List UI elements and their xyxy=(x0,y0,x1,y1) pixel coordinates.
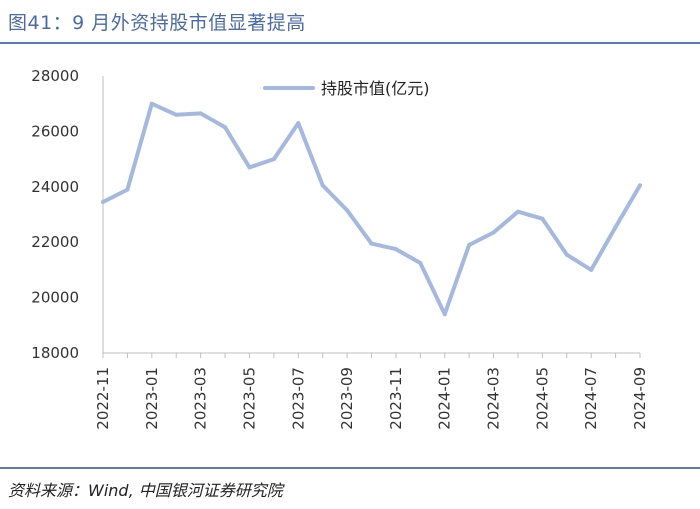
x-tick-label: 2023-01 xyxy=(143,367,161,430)
series-line xyxy=(101,101,642,317)
y-tick-label: 28000 xyxy=(31,67,79,85)
data-point xyxy=(198,111,203,116)
y-tick-label: 22000 xyxy=(31,233,79,251)
legend: 持股市值(亿元) xyxy=(263,79,430,98)
source-divider xyxy=(0,467,700,469)
data-point xyxy=(101,200,105,205)
x-tick-label: 2023-03 xyxy=(192,367,210,430)
data-point xyxy=(540,216,545,221)
y-tick-label: 24000 xyxy=(31,178,79,196)
y-tick-label: 26000 xyxy=(31,122,79,140)
data-point xyxy=(467,242,472,247)
data-point xyxy=(149,101,154,106)
y-axis: 18000 20000 22000 24000 26000 28000 xyxy=(31,67,104,362)
x-tick-label: 2024-07 xyxy=(582,367,600,430)
data-point xyxy=(320,183,325,188)
data-point xyxy=(345,208,350,213)
series-layer xyxy=(101,101,642,317)
data-point xyxy=(418,260,423,265)
data-point xyxy=(223,125,228,130)
x-axis: 2022-11 2023-01 2023-03 2023-05 2023-07 2023-… xyxy=(94,352,649,430)
x-tick-label: 2023-11 xyxy=(387,367,405,430)
title-divider xyxy=(0,42,700,44)
y-tick-label: 20000 xyxy=(31,289,79,307)
x-tick-label: 2024-03 xyxy=(485,367,503,430)
figure-title: 图41：9 月外资持股市值显著提高 xyxy=(8,12,306,34)
data-point xyxy=(564,252,569,257)
data-point xyxy=(393,247,398,252)
legend-label: 持股市值(亿元) xyxy=(321,79,430,98)
source-note: 资料来源：Wind, 中国银河证券研究院 xyxy=(8,481,283,500)
data-point xyxy=(442,312,447,317)
x-tick-label: 2022-11 xyxy=(94,367,112,430)
x-tick-label: 2023-09 xyxy=(338,367,356,430)
data-point xyxy=(125,187,130,192)
data-point xyxy=(271,157,276,162)
x-tick-label: 2023-07 xyxy=(289,367,307,430)
data-point xyxy=(515,209,520,214)
data-point xyxy=(296,121,301,126)
data-point xyxy=(174,112,179,117)
data-point xyxy=(247,165,252,170)
x-tick-label: 2024-05 xyxy=(533,367,551,430)
x-tick-label: 2024-01 xyxy=(436,367,454,430)
x-tick-label: 2023-05 xyxy=(240,367,258,430)
data-point xyxy=(491,230,496,235)
data-point xyxy=(638,183,642,188)
x-tick-label: 2024-09 xyxy=(631,367,649,430)
data-point xyxy=(589,267,594,272)
data-point xyxy=(369,241,374,246)
data-point xyxy=(613,224,618,229)
y-tick-label: 18000 xyxy=(31,344,79,362)
